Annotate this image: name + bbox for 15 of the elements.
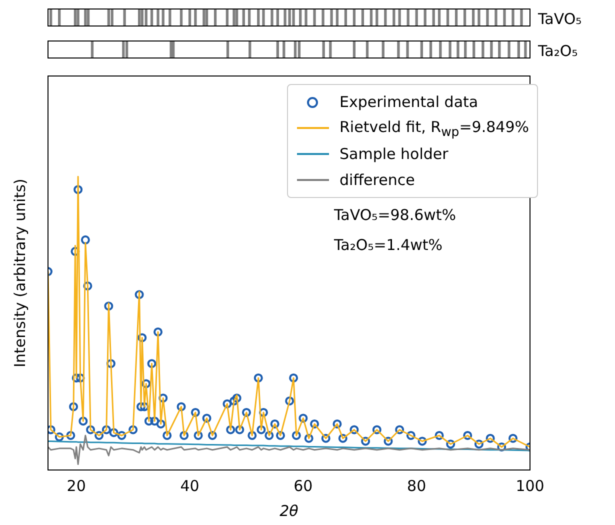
legend-label: difference <box>340 171 415 189</box>
legend-label: Sample holder <box>340 145 448 163</box>
y-axis-title: Intensity (arbitrary units) <box>10 178 29 368</box>
x-axis-title: 2θ <box>280 502 298 520</box>
x-tick-label: 40 <box>180 476 200 495</box>
x-tick-label: 80 <box>407 476 426 495</box>
x-tick-label: 100 <box>516 476 544 495</box>
annotation: Ta₂O₅=1.4wt% <box>334 236 443 254</box>
x-tick-label: 60 <box>294 476 313 495</box>
y-axis-title: Ta₂O₅ <box>538 42 578 60</box>
annotation: TaVO₅=98.6wt% <box>334 206 456 224</box>
legend-label: Experimental data <box>340 93 478 111</box>
legend-label: Rietveld fit, R$_{wp}$=9.849% <box>340 118 529 138</box>
x-tick-label: 20 <box>66 476 86 495</box>
y-axis-title: TaVO₅ <box>538 10 582 28</box>
